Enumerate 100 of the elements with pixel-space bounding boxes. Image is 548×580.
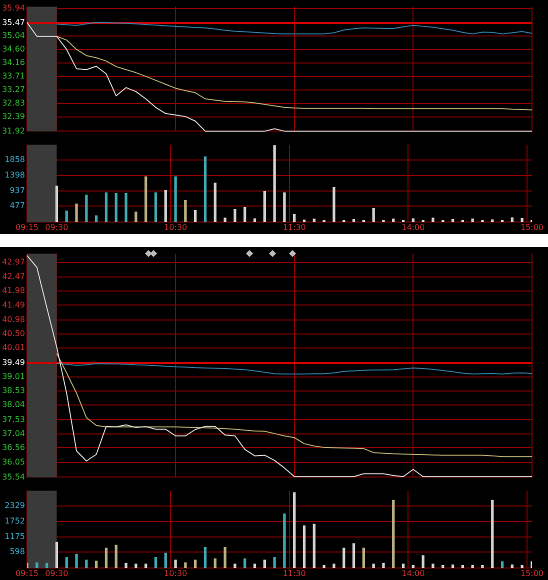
y-tick-label: 34.60: [2, 44, 25, 54]
y-tick-label: 42.47: [2, 272, 25, 281]
bar: [362, 548, 365, 568]
x-tick-label: 09:30: [45, 568, 68, 578]
bar: [273, 145, 276, 222]
bar: [234, 564, 236, 568]
bar: [75, 204, 78, 222]
bar: [174, 560, 177, 568]
y-tick-label: 1858: [4, 155, 25, 164]
x-tick-label: 11:30: [282, 222, 306, 232]
bar: [104, 192, 108, 222]
y-tick-label: 41.49: [2, 300, 25, 310]
bar: [124, 193, 128, 222]
bar: [234, 209, 236, 222]
x-tick-label: 10:30: [164, 222, 188, 232]
bar: [65, 210, 68, 222]
bar: [224, 546, 226, 568]
bar: [85, 194, 88, 222]
x-tick-label: 14:00: [402, 568, 425, 578]
bar: [422, 555, 424, 568]
bar: [244, 207, 246, 222]
bar: [312, 524, 316, 568]
x-tick-label: 09:15: [15, 568, 39, 578]
bar: [352, 219, 356, 222]
bar: [332, 564, 336, 568]
x-tick-label: 09:15: [15, 222, 39, 232]
bar: [510, 217, 514, 222]
bar: [253, 564, 256, 568]
x-tick-label: 15:00: [520, 568, 544, 578]
y-tick-label: 41.98: [2, 286, 25, 296]
bar: [392, 500, 395, 568]
bar: [510, 564, 514, 568]
bar: [342, 548, 346, 568]
bar: [451, 564, 454, 568]
y-tick-label: 40.50: [2, 328, 25, 338]
bar: [94, 215, 98, 222]
bar: [104, 548, 108, 568]
y-tick-label: 36.56: [2, 442, 25, 452]
bar: [85, 560, 88, 568]
y-tick-label: 37.53: [2, 414, 25, 424]
bar: [461, 565, 464, 568]
bar: [432, 218, 434, 222]
y-tick-label: 33.27: [2, 85, 25, 94]
bar: [36, 562, 38, 568]
bar: [451, 219, 454, 222]
bar: [471, 565, 474, 568]
bar: [45, 562, 48, 568]
x-tick-label: 15:00: [520, 222, 544, 232]
bar: [312, 218, 316, 222]
bar: [194, 560, 197, 568]
bar: [263, 191, 266, 222]
y-tick-label: 35.47: [2, 18, 25, 28]
y-tick-label: 31.92: [2, 126, 25, 136]
bar: [263, 560, 266, 568]
bar: [114, 193, 118, 222]
x-tick-label: 09:30: [45, 222, 68, 232]
bar: [273, 557, 276, 568]
y-tick-label: 39.01: [2, 372, 25, 381]
y-tick-label: 36.05: [2, 458, 25, 467]
bar: [253, 218, 256, 222]
bar: [471, 218, 474, 222]
bar: [412, 218, 415, 222]
bar: [283, 513, 286, 568]
bar: [114, 544, 118, 568]
bar: [184, 200, 187, 222]
bar: [412, 565, 415, 568]
bar: [402, 564, 405, 568]
y-tick-label: 34.16: [2, 58, 25, 67]
bar: [164, 552, 167, 568]
bar: [184, 562, 187, 568]
bar: [372, 564, 375, 568]
y-tick-label: 1398: [4, 170, 25, 180]
bar: [491, 500, 494, 568]
bar: [293, 492, 296, 568]
y-tick-label: 1752: [4, 516, 25, 526]
bar: [244, 558, 246, 568]
bar: [194, 210, 197, 222]
bar: [322, 565, 326, 568]
bar: [55, 186, 58, 222]
y-tick-label: 35.04: [2, 31, 25, 40]
x-tick-label: 11:30: [282, 568, 306, 578]
bar: [154, 557, 158, 568]
bar: [382, 562, 385, 568]
bar: [134, 564, 138, 568]
y-tick-label: 39.49: [2, 358, 25, 368]
y-tick-label: 42.97: [2, 258, 25, 267]
bar: [75, 554, 78, 568]
bar: [224, 218, 226, 222]
y-tick-label: 37.04: [2, 428, 25, 438]
bar: [144, 176, 148, 222]
y-tick-label: 33.71: [2, 72, 25, 81]
bar: [302, 525, 306, 568]
y-tick-label: 477: [10, 201, 25, 210]
x-tick-label: 10:30: [164, 568, 188, 578]
bar: [352, 543, 356, 568]
bar: [481, 565, 484, 568]
bar: [293, 214, 296, 222]
y-tick-label: 598: [10, 547, 25, 556]
y-tick-label: 40.01: [2, 343, 25, 352]
bar: [174, 176, 177, 222]
